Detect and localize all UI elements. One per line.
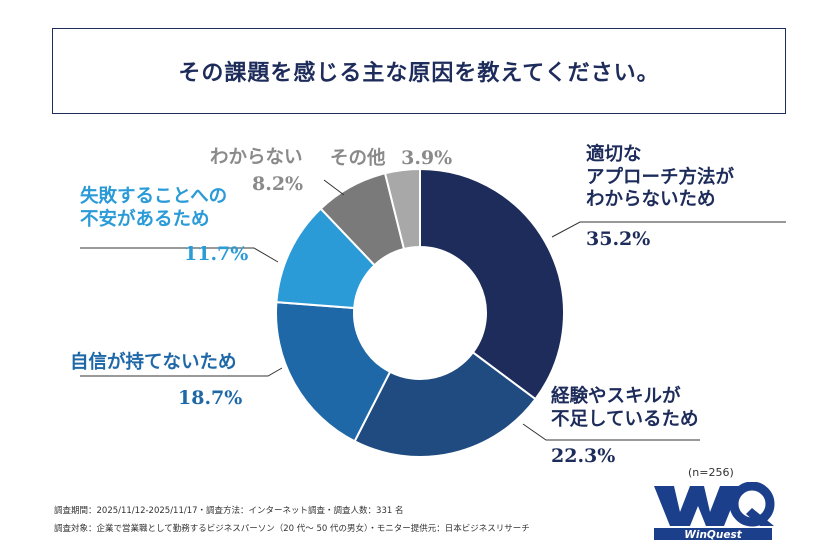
leader-line-s0	[551, 221, 786, 238]
chart-title: その課題を感じる主な原因を教えてください。	[178, 60, 660, 86]
label-s3-line2: 不安があるため	[80, 208, 210, 230]
label-s0-line2: アプローチ方法が	[586, 166, 735, 188]
leader-line-s3	[80, 247, 279, 263]
label-s1-line1: 経験やスキルが	[551, 386, 681, 407]
label-slice-1: 経験やスキルが 不足しているため 22.3%	[551, 386, 698, 468]
label-slice-0: 適切な アプローチ方法が わからないため 35.2%	[586, 144, 734, 251]
donut-slice-2	[275, 301, 392, 443]
label-s5-line1: その他	[330, 148, 386, 169]
survey-notes-line2: 調査対象：企業で営業職として勤務するビジネスパーソン（20 代～ 50 代の男女…	[54, 524, 530, 534]
label-s0-line3: わからないため	[586, 189, 716, 211]
label-s4-pct: 8.2%	[252, 172, 304, 195]
label-slice-5: その他 3.9%	[330, 147, 452, 171]
label-s3-line1: 失敗することへの	[80, 186, 228, 207]
logo-text: WinQuest	[684, 529, 742, 541]
label-s1-pct: 22.3%	[551, 445, 616, 468]
survey-notes-line1: 調査期間：2025/11/12-2025/11/17・調査方法：インターネット調…	[54, 506, 404, 516]
label-s1-line2: 不足しているため	[551, 408, 699, 430]
label-s2-line1: 自信が持てないため	[70, 352, 237, 373]
label-s4-line1: わからない	[210, 147, 303, 168]
label-slice-4: わからない 8.2%	[210, 147, 303, 196]
leader-line-s4	[323, 179, 345, 196]
label-slice-2: 自信が持てないため 18.7%	[70, 352, 242, 410]
donut-slice-0	[419, 167, 565, 401]
donut-slice-1	[353, 351, 537, 458]
label-s5-pct: 3.9%	[401, 147, 453, 169]
title-box: その課題を感じる主な原因を教えてください。	[52, 28, 786, 114]
label-s0-line1: 適切な	[586, 144, 642, 165]
leader-line-s2	[80, 367, 283, 377]
donut-slice-5	[383, 167, 421, 251]
winquest-logo: WinQuest	[648, 481, 778, 542]
label-s2-pct: 18.7%	[178, 386, 243, 409]
leader-line-s1	[522, 423, 700, 441]
sample-size: (n=256)	[688, 466, 734, 479]
label-s0-pct: 35.2%	[586, 227, 651, 250]
label-s3-pct: 11.7%	[184, 243, 249, 266]
label-slice-3: 失敗することへの 不安があるため 11.7%	[80, 186, 248, 266]
